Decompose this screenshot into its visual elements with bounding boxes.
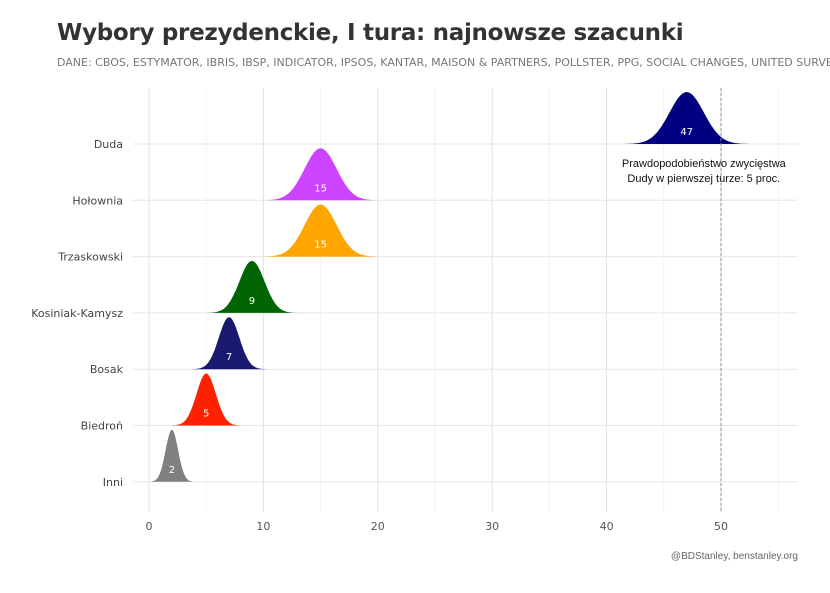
peak-value-label: 5 xyxy=(203,409,209,420)
x-tick-label: 30 xyxy=(485,520,499,533)
y-tick-label: Trzaskowski xyxy=(57,251,123,264)
chart-title: Wybory prezydenckie, I tura: najnowsze s… xyxy=(57,20,684,46)
peak-value-label: 9 xyxy=(249,296,255,307)
ridge-trzaskowski xyxy=(262,204,379,257)
ridge-hołownia xyxy=(262,148,379,201)
ridge-layer xyxy=(149,92,749,482)
x-tick-label: 40 xyxy=(600,520,614,533)
annotation-line: Dudy w pierwszej turze: 5 proc. xyxy=(627,173,780,185)
label-layer: 0 10 20 30 40 50 Duda 47 Hołownia 15 Trzaskowski 15… xyxy=(31,127,786,533)
y-tick-label: Bosak xyxy=(90,363,124,376)
peak-value-label: 2 xyxy=(169,465,175,476)
x-tick-label: 10 xyxy=(256,520,270,533)
ridge-inni xyxy=(149,429,195,482)
y-tick-label: Duda xyxy=(94,138,123,151)
ridge-kosiniak-kamysz xyxy=(206,260,298,313)
x-tick-label: 20 xyxy=(371,520,385,533)
peak-value-label: 7 xyxy=(226,352,232,363)
x-tick-label: 0 xyxy=(146,520,153,533)
chart-subtitle: DANE: CBOS, ESTYMATOR, IBRIS, IBSP, INDI… xyxy=(57,56,830,69)
y-tick-label: Kosiniak-Kamysz xyxy=(31,307,123,320)
ridge-bosak xyxy=(192,317,267,370)
annotation-line: Prawdopodobieństwo zwycięstwa xyxy=(622,158,787,170)
y-tick-label: Biedroń xyxy=(81,420,123,433)
peak-value-label: 47 xyxy=(680,127,693,138)
x-tick-label: 50 xyxy=(714,520,728,533)
ridge-duda xyxy=(624,92,749,144)
y-tick-label: Inni xyxy=(103,476,123,489)
peak-value-label: 15 xyxy=(314,183,327,194)
y-tick-label: Hołownia xyxy=(72,194,123,207)
chart-caption: @BDStanley, benstanley.org xyxy=(670,551,798,562)
ridge-biedroń xyxy=(171,373,242,426)
peak-value-label: 15 xyxy=(314,240,327,251)
